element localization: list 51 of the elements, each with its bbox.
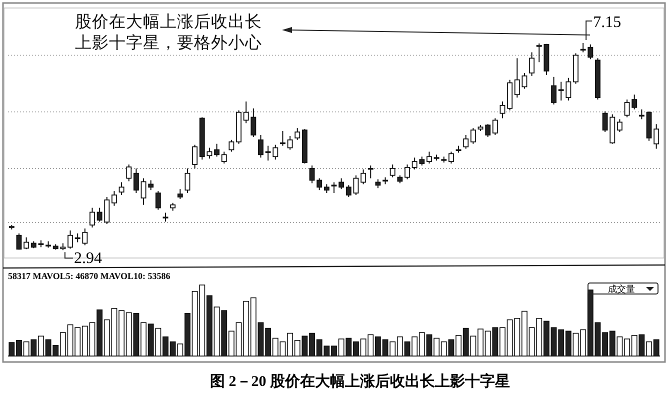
candlestick	[368, 164, 374, 179]
candlestick	[140, 178, 146, 206]
candlestick	[522, 72, 528, 90]
candlestick	[309, 164, 315, 184]
candlestick	[448, 151, 454, 164]
candlestick	[112, 190, 117, 206]
candlestick	[126, 164, 132, 182]
candlestick	[485, 124, 491, 138]
candlestick	[177, 188, 183, 200]
candlestick	[214, 143, 220, 158]
candlestick	[90, 207, 95, 228]
candlestick	[338, 178, 344, 190]
candlestick	[331, 182, 337, 194]
candlestick	[426, 151, 432, 164]
candlestick	[294, 128, 300, 140]
candlestick	[280, 130, 286, 146]
candlestick	[221, 151, 227, 164]
candlestick	[529, 52, 535, 76]
candlestick	[258, 134, 264, 158]
candlestick	[353, 174, 359, 196]
candlestick	[68, 230, 73, 250]
caption: 图 2－20 股价在大幅上涨后收出长上影十字星	[210, 372, 510, 390]
candlestick	[155, 190, 161, 210]
candlestick	[192, 144, 198, 169]
candlestick	[133, 168, 139, 194]
candlestick	[654, 124, 660, 150]
candlestick	[228, 139, 234, 152]
text: 58317 MAVOL5: 46870 MAVOL10: 53586	[8, 271, 171, 281]
candlestick	[492, 118, 498, 136]
annotation: 成交量	[608, 284, 635, 294]
candlestick	[470, 128, 476, 144]
candlestick	[148, 180, 154, 191]
candlestick	[316, 178, 322, 191]
annotation: 2.94	[74, 250, 102, 268]
candlestick	[287, 135, 293, 150]
candlestick	[390, 164, 396, 178]
candlestick	[638, 108, 644, 120]
candlestick	[463, 134, 469, 150]
candlestick	[514, 58, 520, 98]
annotation: 股价在大幅上涨后收出长上影十字星，要格外小心	[75, 12, 262, 52]
candlestick	[616, 118, 622, 133]
candlestick	[404, 164, 410, 180]
candlestick	[500, 101, 506, 119]
annotation: 7.15	[593, 14, 622, 31]
candlestick	[118, 182, 124, 196]
candlestick	[551, 76, 556, 105]
candlestick	[16, 232, 22, 250]
candlestick	[360, 168, 366, 185]
candlestick	[24, 236, 30, 250]
candlestick	[346, 184, 352, 198]
candlestick	[184, 168, 190, 194]
